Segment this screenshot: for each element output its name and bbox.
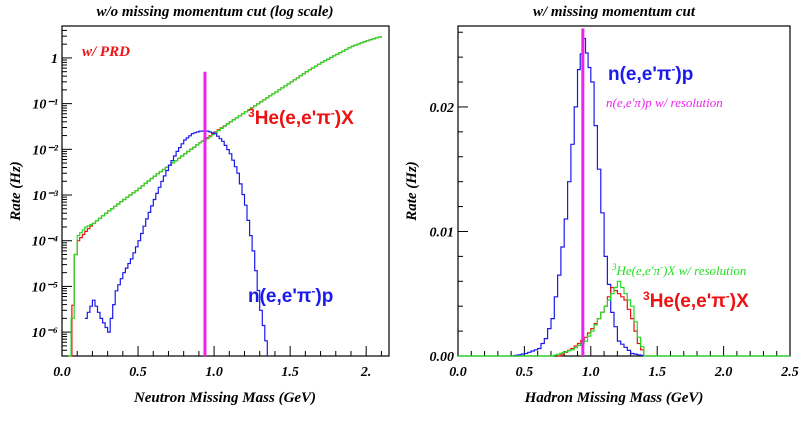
- left-x-tick-label: 1.5: [281, 365, 299, 380]
- left-chart-title: w/o missing momentum cut (log scale): [96, 4, 333, 20]
- right-plot-frame: [457, 25, 791, 357]
- right-x-tick-label: 2.5: [780, 365, 799, 380]
- right-series-2: [458, 280, 790, 357]
- right-series-group: [458, 28, 790, 357]
- right-annotation-he3-res: 3He(e,e'π-)X w/ resolution: [611, 262, 746, 278]
- left-y-tick-label: 10⁻⁵: [32, 280, 58, 295]
- left-panel: w/o missing momentum cut (log scale) 0.0…: [8, 4, 390, 406]
- left-y-tick-label: 10⁻⁶: [32, 326, 58, 341]
- left-series-1: [68, 36, 382, 357]
- right-axis-ticks: 0.0 0.5 1.0 1.5 2.0 2.5 0.00 0.01 0.02: [430, 31, 799, 380]
- left-series-0: [69, 36, 382, 357]
- left-annotation-prd: w/ PRD: [82, 44, 130, 60]
- left-plot-frame: [61, 25, 390, 357]
- left-y-tick-label: 1: [51, 52, 58, 67]
- left-y-axis-label: Rate (Hz): [8, 161, 24, 222]
- right-y-axis-label: Rate (Hz): [404, 161, 420, 222]
- left-x-tick-label: 2.: [360, 365, 372, 380]
- right-annotation-he3: 3He(e,e'π-)X: [643, 289, 749, 312]
- left-series-group: [68, 36, 382, 357]
- right-y-tick-label: 0.00: [430, 350, 455, 365]
- right-x-tick-label: 1.5: [648, 365, 666, 380]
- right-y-tick-label: 0.02: [430, 101, 455, 116]
- left-annotation-he3: 3He(e,e'π-)X: [248, 106, 354, 129]
- right-annotation-neutron: n(e,e'π-)p: [608, 62, 693, 85]
- left-y-tick-label: 10⁻²: [32, 143, 58, 158]
- left-y-tick-label: 10⁻¹: [32, 98, 58, 113]
- right-series-0: [511, 37, 645, 357]
- left-y-tick-label: 10⁻³: [32, 189, 58, 204]
- right-annotation-neutron-res: n(e,e'π)p w/ resolution: [606, 95, 723, 110]
- right-x-tick-label: 0.5: [516, 365, 534, 380]
- right-x-tick-label: 1.0: [582, 365, 600, 380]
- left-x-axis-label: Neutron Missing Mass (GeV): [133, 390, 316, 406]
- left-annotation-neutron: n(e,e'π-)p: [248, 284, 333, 307]
- right-panel: w/ missing momentum cut 0.0 0.5 1.0 1.5 2.0 2…: [404, 4, 799, 406]
- right-chart-title: w/ missing momentum cut: [533, 4, 696, 20]
- right-x-axis-label: Hadron Missing Mass (GeV): [524, 390, 704, 406]
- left-x-tick-label: 0.0: [53, 365, 71, 380]
- right-y-tick-label: 0.01: [430, 225, 455, 240]
- left-axis-ticks: 0.0 0.5 1.0 1.5 2. 10⁻⁶ 10⁻⁵ 10⁻⁴ 10⁻³ 10⁻² 10⁻¹ 1: [32, 25, 382, 380]
- right-x-tick-label: 2.0: [714, 365, 733, 380]
- right-series-1: [557, 286, 645, 357]
- left-x-tick-label: 1.0: [205, 365, 223, 380]
- right-x-tick-label: 0.0: [449, 365, 467, 380]
- left-y-tick-label: 10⁻⁴: [32, 235, 58, 250]
- left-x-tick-label: 0.5: [129, 365, 147, 380]
- left-series-2: [84, 130, 268, 356]
